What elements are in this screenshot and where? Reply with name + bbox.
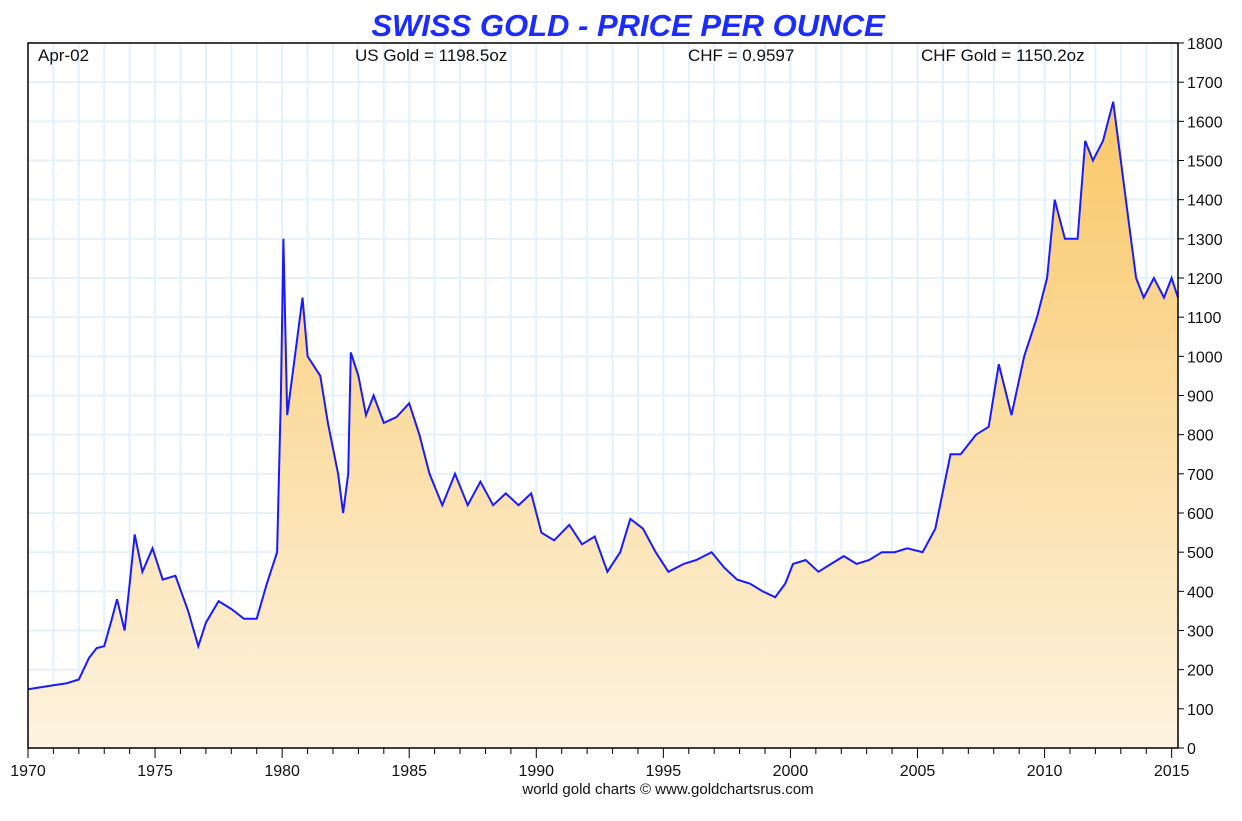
x-tick-label: 2015: [1154, 763, 1190, 780]
y-tick-label: 300: [1187, 624, 1214, 641]
x-tick-label: 1985: [391, 763, 427, 780]
x-tick-label: 1975: [137, 763, 173, 780]
price-line: [27, 101, 1179, 691]
x-tick-label: 1980: [264, 763, 300, 780]
header-us-gold: US Gold = 1198.5oz: [355, 46, 507, 65]
y-tick-label: 100: [1187, 702, 1214, 719]
header-chf: CHF = 0.9597: [688, 46, 794, 65]
x-tick-label: 1970: [10, 763, 46, 780]
y-tick-label: 700: [1187, 467, 1214, 484]
y-tick-label: 400: [1187, 584, 1214, 601]
y-tick-label: 1100: [1187, 310, 1222, 327]
y-tick-label: 1200: [1187, 271, 1223, 288]
y-tick-label: 1300: [1187, 232, 1223, 249]
chart-title: SWISS GOLD - PRICE PER OUNCE: [371, 8, 886, 43]
y-tick-label: 0: [1187, 741, 1196, 758]
footer-credit: world gold charts © www.goldchartsrus.co…: [521, 781, 813, 798]
y-tick-label: 1800: [1187, 36, 1223, 53]
y-tick-label: 1400: [1187, 193, 1223, 210]
header-chf-gold: CHF Gold = 1150.2oz: [921, 46, 1085, 65]
y-tick-label: 1700: [1187, 75, 1223, 92]
x-tick-label: 2010: [1027, 763, 1063, 780]
y-tick-label: 800: [1187, 428, 1214, 445]
x-tick-label: 2005: [900, 763, 936, 780]
y-tick-label: 1600: [1187, 114, 1223, 131]
y-tick-label: 500: [1187, 545, 1214, 562]
y-tick-label: 900: [1187, 389, 1214, 406]
x-tick-label: 1995: [646, 763, 682, 780]
y-tick-label: 1500: [1187, 154, 1223, 171]
axes: 1970 1975 1980 1985 1990 1995 2000 2005 2010 2015…: [10, 36, 1222, 780]
y-tick-label: 200: [1187, 663, 1214, 680]
y-tick-label: 1000: [1187, 349, 1223, 366]
x-tick-label: 1990: [518, 763, 554, 780]
y-tick-label: 600: [1187, 506, 1214, 523]
header-date: Apr-02: [38, 46, 89, 65]
x-tick-label: 2000: [773, 763, 809, 780]
price-area-fill: [28, 101, 1178, 749]
